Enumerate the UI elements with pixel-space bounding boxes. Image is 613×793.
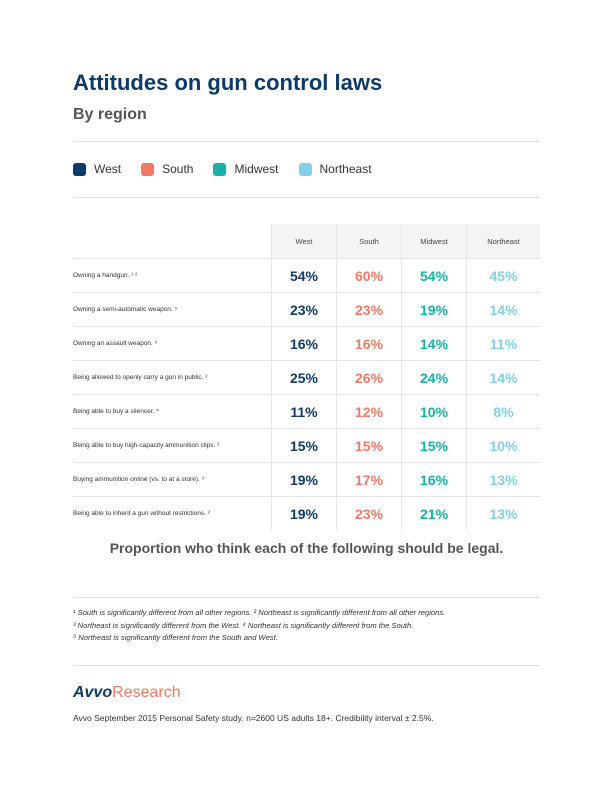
table-body: Owning a handgun. ¹ ² 54% 60% 54% 45% Owning … [73,258,540,530]
table-row: Owning a handgun. ¹ ² 54% 60% 54% 45% [73,258,540,293]
table-row: Owning an assault weapon. ³ 16% 16% 14% 11% [73,326,540,361]
brand-name: Avvo [73,684,113,701]
table-caption: Proportion who think each of the followi… [109,540,504,556]
value-cell-west: 25% [270,360,337,395]
row-label: Being able to inherit a gun without rest… [73,496,272,530]
legend-item-midwest: Midwest [213,162,279,176]
value-cell-midwest: 16% [401,462,467,497]
divider [73,141,540,142]
legend: West South Midwest Northeast [73,162,392,176]
value-cell-northeast: 13% [466,496,540,530]
table-row: Being able to buy high-capacity ammuniti… [73,428,540,463]
column-header-west: West [270,224,337,259]
value-cell-west: 15% [270,428,337,463]
table-row: Being able to inherit a gun without rest… [73,496,540,530]
chart-subtitle: By region [73,106,147,123]
value-cell-south: 23% [336,496,402,530]
legend-label: West [94,162,122,176]
table-row: Being able to buy a silencer. ⁴ 11% 12% 10%… [73,394,540,429]
value-cell-west: 19% [270,496,337,530]
row-label: Owning an assault weapon. ³ [73,326,272,361]
table-row: Buying ammunition online (vs. to at a st… [73,462,540,497]
table-row: Owning a semi-automatic weapon. ⁵ 23% 23% 1… [73,292,540,327]
value-cell-northeast: 11% [466,326,540,361]
brand-logo: AvvoResearch [73,684,181,702]
column-header-south: South [336,224,402,259]
value-cell-midwest: 15% [401,428,467,463]
value-cell-northeast: 10% [466,428,540,463]
value-cell-west: 19% [270,462,337,497]
value-cell-northeast: 14% [466,360,540,395]
value-cell-midwest: 19% [401,292,467,327]
table-header-row: West South Midwest Northeast [73,224,540,259]
row-label: Being able to buy a silencer. ⁴ [73,394,272,429]
footnote-line: ³ Northeast is significantly different f… [73,620,414,630]
value-cell-south: 17% [336,462,402,497]
value-cell-midwest: 21% [401,496,467,530]
legend-swatch [141,162,155,176]
value-cell-midwest: 14% [401,326,467,361]
value-cell-midwest: 24% [401,360,467,395]
legend-swatch [73,162,86,176]
row-label: Being allowed to openly carry a gun in p… [73,360,272,395]
legend-label: Midwest [234,162,279,176]
value-cell-northeast: 45% [466,258,540,293]
row-label: Buying ammunition online (vs. to at a st… [73,462,272,497]
value-cell-south: 16% [336,326,402,361]
column-header-northeast: Northeast [466,224,540,259]
legend-item-west: West [73,162,121,176]
divider [73,665,540,666]
value-cell-south: 15% [336,428,402,463]
brand-suffix: Research [112,684,181,701]
legend-item-northeast: Northeast [298,162,372,176]
value-cell-midwest: 54% [401,258,467,293]
row-label: Owning a handgun. ¹ ² [73,258,272,293]
value-cell-west: 23% [270,292,337,327]
value-cell-south: 23% [336,292,402,327]
value-cell-northeast: 14% [466,292,540,327]
data-table: West South Midwest Northeast Owning a ha… [73,224,540,530]
value-cell-west: 11% [270,394,337,429]
value-cell-midwest: 10% [401,394,467,429]
footnote-line: ¹ South is significantly different from … [73,608,446,617]
legend-label: Northeast [319,162,372,176]
value-cell-northeast: 8% [466,394,540,429]
legend-label: South [162,162,194,176]
chart-title: Attitudes on gun control laws [73,70,383,95]
row-label: Owning a semi-automatic weapon. ⁵ [73,292,272,327]
value-cell-west: 16% [270,326,337,361]
value-cell-south: 60% [336,258,402,293]
legend-swatch [298,162,312,176]
column-header-midwest: Midwest [401,224,467,259]
divider [73,597,540,598]
table-row: Being allowed to openly carry a gun in p… [73,360,540,395]
row-label: Being able to buy high-capacity ammuniti… [73,428,272,463]
source-note: Avvo September 2015 Personal Safety stud… [73,713,434,723]
footnotes: ¹ South is significantly different from … [73,607,553,645]
value-cell-west: 54% [270,258,337,293]
legend-item-south: South [141,162,193,176]
divider [73,197,540,198]
value-cell-south: 26% [336,360,402,395]
row-header-corner [73,224,272,259]
value-cell-south: 12% [336,394,402,429]
legend-swatch [213,162,227,176]
value-cell-northeast: 13% [466,462,540,497]
footnote-line: ⁵ Northeast is significantly different f… [73,633,278,642]
